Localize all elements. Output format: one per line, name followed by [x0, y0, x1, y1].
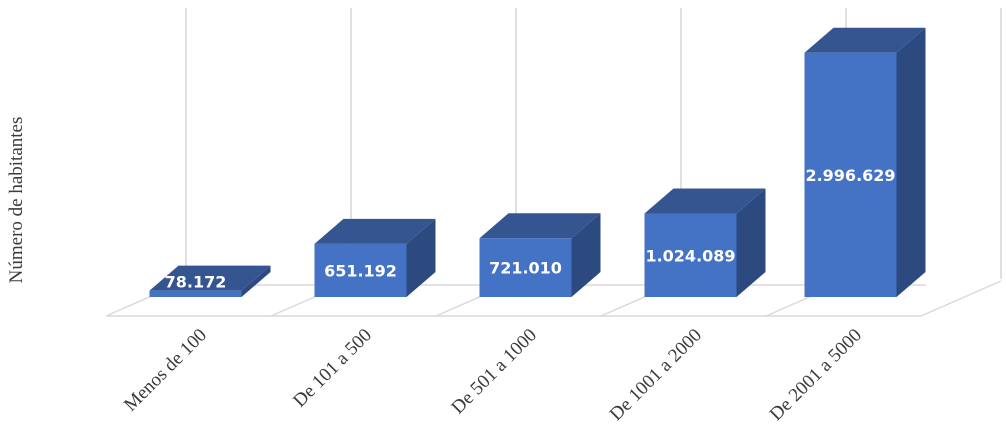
- bar-side-face: [241, 265, 271, 297]
- bar-top-face: [314, 218, 436, 244]
- bar-front-face: [314, 243, 407, 297]
- x-tick-label: De 2001 a 5000: [766, 325, 866, 425]
- bar: [314, 218, 436, 297]
- floor-depth-line: [920, 280, 1002, 317]
- bar: [149, 265, 271, 297]
- bar-top-face: [149, 265, 271, 291]
- bar-front-face: [804, 52, 897, 297]
- bar-front-face: [149, 290, 242, 297]
- chart-bars: 78.172 651.192 721.010 1.024.089 2.996.629: [149, 27, 926, 297]
- bar-top-face: [644, 188, 766, 214]
- bar-top-face: [804, 27, 926, 53]
- bar-side-face: [571, 213, 601, 297]
- data-label: 78.172: [165, 273, 227, 292]
- bar: [804, 27, 926, 297]
- bar-front-face: [644, 213, 737, 297]
- y-axis-label: Número de habitantes: [6, 117, 27, 284]
- data-label: 2.996.629: [805, 166, 895, 185]
- bar: [479, 213, 601, 297]
- x-tick-label: De 501 a 1000: [447, 325, 541, 419]
- bar-side-face: [736, 188, 766, 297]
- bar-side-face: [896, 27, 926, 297]
- data-label: 1.024.089: [645, 246, 735, 265]
- x-tick-label: De 1001 a 2000: [606, 325, 706, 425]
- bar-side-face: [406, 218, 436, 297]
- data-label: 651.192: [324, 261, 397, 280]
- bar: [644, 188, 766, 297]
- data-label: 721.010: [489, 259, 562, 278]
- x-tick-label: De 101 a 500: [289, 325, 376, 412]
- bar-front-face: [479, 238, 572, 297]
- chart-tick-labels: Menos de 100 De 101 a 500 De 501 a 1000 De …: [120, 325, 866, 425]
- x-tick-label: Menos de 100: [120, 325, 211, 416]
- bar-top-face: [479, 213, 601, 239]
